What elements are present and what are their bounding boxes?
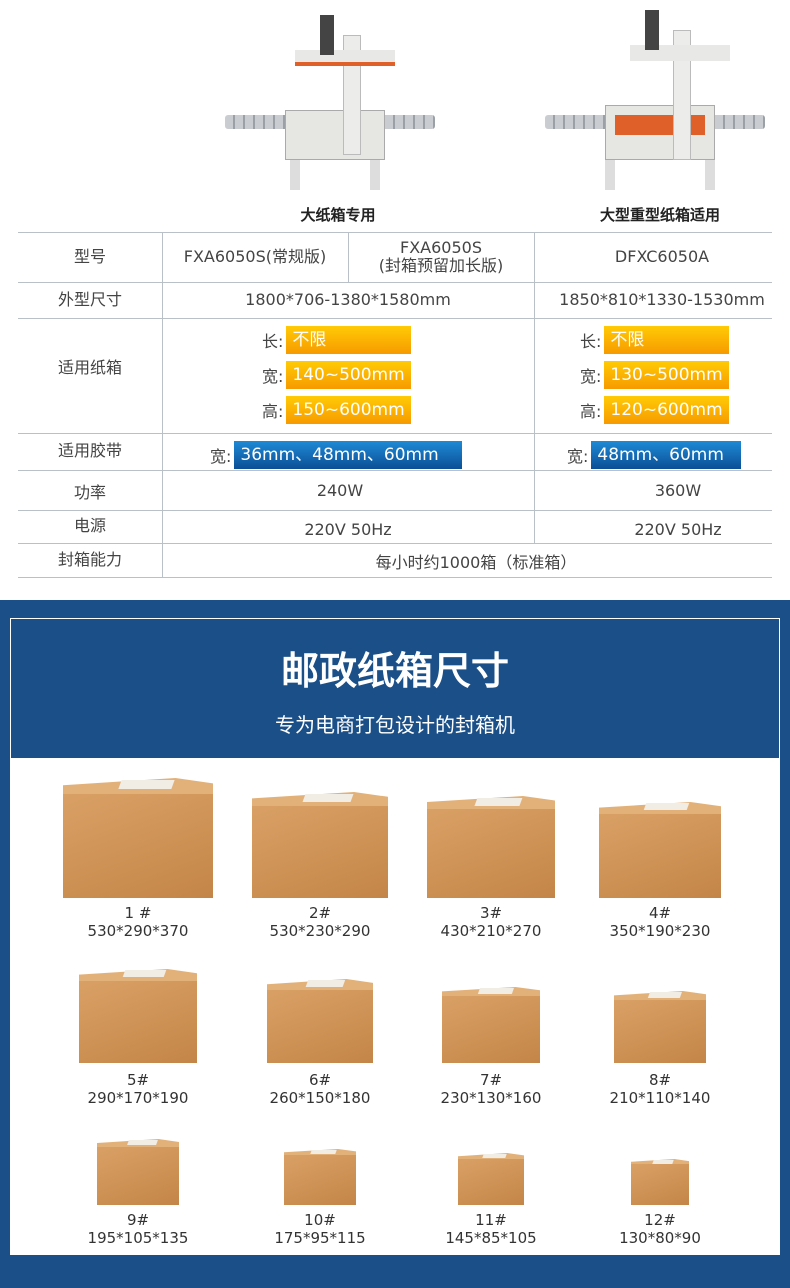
box-dimensions: 290*170*190: [87, 1089, 189, 1107]
tape-width-label: 宽:: [210, 447, 232, 466]
model-2-name: FXA6050S: [400, 237, 482, 257]
label-tape: 适用胶带: [57, 441, 122, 461]
power-2: 360W: [654, 480, 702, 500]
cardboard-box-image: [614, 991, 706, 1063]
box-size-label: 5# 290*170*190: [53, 1071, 223, 1107]
box-number: 8#: [648, 1071, 672, 1089]
box-size-label: 9# 195*105*135: [53, 1211, 223, 1247]
length-value-2: 不限: [604, 326, 730, 354]
supply-1: 220V 50Hz: [304, 520, 392, 540]
box-dimensions: 350*190*230: [609, 922, 711, 940]
length-label: 长:: [580, 332, 602, 351]
supply-2: 220V 50Hz: [634, 520, 722, 540]
section-header-frame: [10, 618, 780, 758]
cardboard-box-image: [427, 796, 555, 898]
machine-caption-2: 大型重型纸箱适用: [599, 206, 720, 224]
box-number: 4#: [648, 904, 672, 922]
box-number: 12#: [644, 1211, 676, 1229]
label-model: 型号: [73, 246, 106, 266]
box-dimensions: 430*210*270: [440, 922, 542, 940]
machine-caption-1: 大纸箱专用: [300, 206, 376, 224]
box-dimensions: 230*130*160: [440, 1089, 542, 1107]
cardboard-box-image: [458, 1153, 524, 1205]
height-label: 高:: [262, 402, 284, 421]
box-dimensions: 130*80*90: [619, 1229, 701, 1247]
height-value-2: 120~600mm: [604, 396, 730, 424]
box-number: 9#: [126, 1211, 150, 1229]
model-3: DFXC6050A: [614, 246, 710, 266]
box-dimensions: 530*290*370: [87, 922, 189, 940]
box-number: 5#: [126, 1071, 150, 1089]
box-size-label: 11# 145*85*105: [406, 1211, 576, 1247]
box-dimensions: 260*150*180: [269, 1089, 371, 1107]
box-size-label: 1 #530*290*370: [53, 904, 223, 940]
length-label: 长:: [262, 332, 284, 351]
machine-image-2: [545, 10, 765, 195]
cardboard-box-image: [97, 1139, 179, 1205]
box-number: 10#: [304, 1211, 336, 1229]
width-label: 宽:: [580, 367, 602, 386]
box-size-label: 10# 175*95*115: [235, 1211, 405, 1247]
width-value-2: 130~500mm: [604, 361, 730, 389]
section-title: 邮政纸箱尺寸: [280, 649, 509, 693]
cardboard-box-image: [252, 792, 388, 898]
cardboard-box-image: [442, 987, 540, 1063]
cardboard-box-image: [63, 778, 213, 898]
box-size-label: 6# 260*150*180: [235, 1071, 405, 1107]
height-label: 高:: [580, 402, 602, 421]
label-supply: 电源: [73, 516, 106, 536]
box-size-label: 2# 530*230*290: [235, 904, 405, 940]
machine-image-1: [225, 15, 435, 195]
width-value-1: 140~500mm: [286, 361, 412, 389]
label-size: 外型尺寸: [57, 289, 122, 309]
box-size-label: 4# 350*190*230: [575, 904, 745, 940]
tape-value-1: 36mm、48mm、60mm: [234, 441, 463, 469]
box-dimensions: 210*110*140: [609, 1089, 711, 1107]
box-number: 7#: [479, 1071, 503, 1089]
height-value-1: 150~600mm: [286, 396, 412, 424]
model-2: FXA6050S (封箱预留加长版): [348, 232, 534, 282]
box-number: 11#: [475, 1211, 507, 1229]
power-1: 240W: [316, 480, 364, 500]
label-capacity: 封箱能力: [57, 549, 122, 569]
box-size-label: 3# 430*210*270: [406, 904, 576, 940]
tape-width-label: 宽:: [567, 447, 589, 466]
box-number: 3#: [479, 904, 503, 922]
box-dimensions: 195*105*135: [87, 1229, 189, 1247]
model-2-note: (封箱预留加长版): [378, 256, 504, 275]
box-dimensions: 145*85*105: [445, 1229, 537, 1247]
box-size-label: 8# 210*110*140: [575, 1071, 745, 1107]
box-dimensions: 175*95*115: [274, 1229, 366, 1247]
box-size-label: 12# 130*80*90: [575, 1211, 745, 1247]
size-1: 1800*706-1380*1580mm: [245, 289, 451, 309]
model-1: FXA6050S(常规版): [183, 246, 327, 266]
section-subtitle: 专为电商打包设计的封箱机: [275, 713, 515, 737]
box-number: 1 #: [124, 904, 152, 922]
box-dimensions: 530*230*290: [269, 922, 371, 940]
box-size-label: 7# 230*130*160: [406, 1071, 576, 1107]
cardboard-box-image: [599, 802, 721, 898]
box-number: 6#: [308, 1071, 332, 1089]
length-value-1: 不限: [286, 326, 412, 354]
size-2: 1850*810*1330-1530mm: [559, 289, 765, 309]
width-label: 宽:: [262, 367, 284, 386]
label-power: 功率: [73, 482, 106, 502]
label-box: 适用纸箱: [57, 357, 122, 377]
cardboard-box-image: [631, 1159, 689, 1205]
cardboard-box-image: [284, 1149, 356, 1205]
capacity-value: 每小时约1000箱（标准箱）: [375, 552, 577, 572]
tape-value-2: 48mm、60mm: [591, 441, 742, 469]
cardboard-box-image: [79, 969, 197, 1063]
box-number: 2#: [308, 904, 332, 922]
cardboard-box-image: [267, 979, 373, 1063]
